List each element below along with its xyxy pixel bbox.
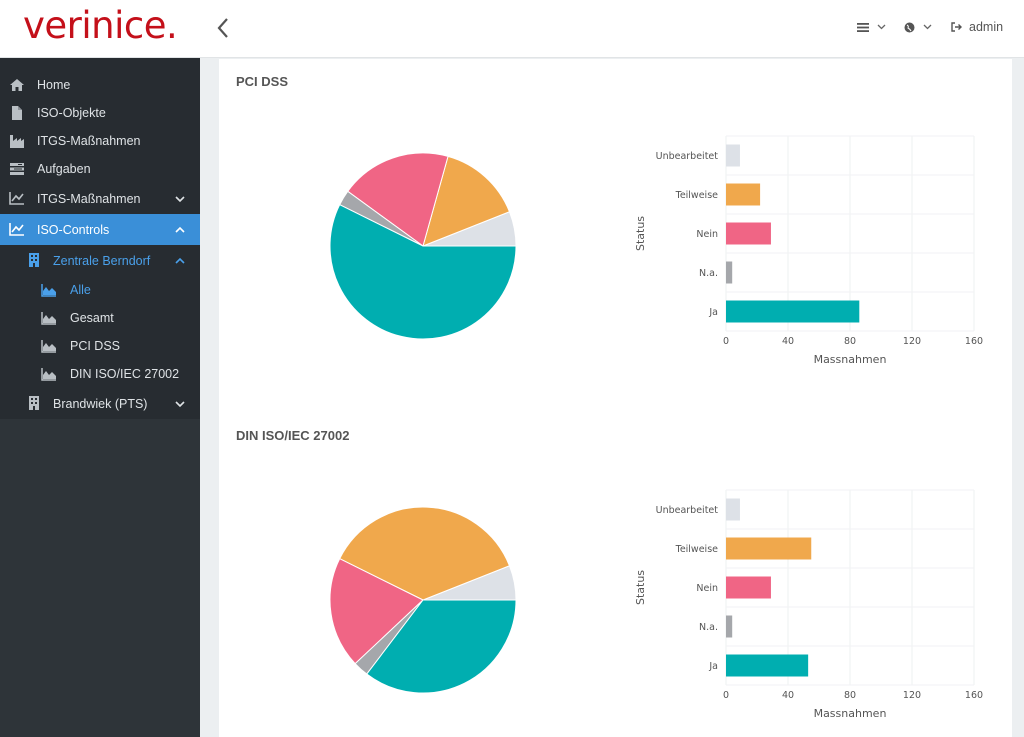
chevron-up-icon <box>175 226 185 233</box>
area-chart-icon <box>41 340 56 353</box>
sidebar-item-iso-objekte[interactable]: ISO-Objekte <box>0 99 200 127</box>
user-name: admin <box>969 20 1004 34</box>
bar1-bar-unbearbeitet[interactable] <box>726 144 740 167</box>
bar2-category-label: Unbearbeitet <box>656 505 719 516</box>
bar2-xtick-label: 0 <box>723 690 729 701</box>
file-icon <box>12 106 22 120</box>
bars-icon <box>857 22 869 32</box>
chevron-down-icon <box>175 401 185 408</box>
building-icon <box>29 253 39 267</box>
pie1-slice-ja[interactable] <box>329 203 517 340</box>
sidebar-item-iso-controls[interactable]: ISO-Controls <box>0 214 200 245</box>
sidebar-item-label: DIN ISO/IEC 27002 <box>70 367 180 381</box>
sidebar-item-label: Home <box>37 78 71 92</box>
pie1-slice-nein[interactable] <box>347 152 449 247</box>
sidebar-item-alle[interactable]: Alle <box>0 276 200 304</box>
globe-icon <box>904 22 915 32</box>
top-bar: admin <box>200 0 1024 58</box>
bar2-category-label: Teilweise <box>675 544 719 555</box>
bar1-xtick-label: 80 <box>844 336 856 347</box>
sidebar-item-din-iso-iec-27002[interactable]: DIN ISO/IEC 27002 <box>0 360 200 388</box>
bar2-bar-nein[interactable] <box>726 576 771 599</box>
pie2-slice-nein[interactable] <box>329 557 424 665</box>
bar1-y-axis-title: Status <box>634 216 647 251</box>
bar2-xtick-label: 120 <box>903 690 921 701</box>
sidebar-item-home[interactable]: Home <box>0 71 200 99</box>
building-icon <box>29 396 39 410</box>
bar2-category-label: Ja <box>708 661 718 672</box>
pie2-slice-ja[interactable] <box>366 599 517 694</box>
home-icon <box>10 79 24 91</box>
sidebar-nav: Home ISO-Objekte ITGS-Maßnahmen Aufgaben… <box>0 58 200 419</box>
section-title-pci-dss: PCI DSS <box>236 74 289 89</box>
chevron-left-icon[interactable] <box>214 16 232 40</box>
bar2-category-label: N.a. <box>699 622 718 633</box>
bar1-x-axis-title: Massnahmen <box>814 353 887 366</box>
line-chart-icon <box>9 192 24 205</box>
sidebar-item-itgs-massnahmen[interactable]: ITGS-Maßnahmen <box>0 127 200 155</box>
bar2-y-axis-title: Status <box>634 570 647 605</box>
bar1-category-label: N.a. <box>699 268 718 279</box>
sidebar-item-brandwiek[interactable]: Brandwiek (PTS) <box>0 388 200 419</box>
section-title-din-iso: DIN ISO/IEC 27002 <box>236 428 350 443</box>
bar2-xtick-label: 160 <box>965 690 983 701</box>
bar1-bar-teilweise[interactable] <box>726 183 761 206</box>
sidebar: Home ISO-Objekte ITGS-Maßnahmen Aufgaben… <box>0 58 200 737</box>
bar1-xtick-label: 0 <box>723 336 729 347</box>
line-chart-icon <box>9 223 24 236</box>
bar2-bar-teilweise[interactable] <box>726 537 812 560</box>
area-chart-icon <box>41 312 56 325</box>
bar2-xtick-label: 40 <box>782 690 794 701</box>
bar2-x-axis-title: Massnahmen <box>814 707 887 720</box>
chevron-up-icon <box>175 257 185 264</box>
chevron-down-icon <box>877 24 886 30</box>
sidebar-item-gesamt[interactable]: Gesamt <box>0 304 200 332</box>
chevron-down-icon <box>175 196 185 203</box>
sidebar-item-aufgaben[interactable]: Aufgaben <box>0 155 200 183</box>
pie2-slice-teilweise[interactable] <box>339 506 511 601</box>
pie1-slice-teilweise[interactable] <box>422 155 511 247</box>
logo-area[interactable]: verinice. <box>0 0 200 58</box>
area-chart-icon <box>41 284 56 297</box>
bar2-bar-n-a[interactable] <box>726 615 733 638</box>
chevron-down-icon <box>923 24 932 30</box>
sidebar-item-itgs-massnahmen-charts[interactable]: ITGS-Maßnahmen <box>0 183 200 214</box>
sidebar-item-pci-dss[interactable]: PCI DSS <box>0 332 200 360</box>
language-dropdown[interactable] <box>904 19 932 35</box>
tasks-icon <box>10 163 24 175</box>
bar1-xtick-label: 160 <box>965 336 983 347</box>
sidebar-item-label: ITGS-Maßnahmen <box>37 191 141 206</box>
charts-canvas: 0 40 80 120 160 Unbearbeitet Teilweise Nein N.a.… <box>329 135 983 720</box>
bar1-bar-ja[interactable] <box>726 300 860 323</box>
sidebar-item-label: Alle <box>70 283 91 297</box>
sidebar-item-label: Aufgaben <box>37 162 91 176</box>
industry-icon <box>10 135 24 148</box>
bar2-bar-ja[interactable] <box>726 654 809 677</box>
bar1-category-label: Teilweise <box>675 190 719 201</box>
sidebar-item-label: ITGS-Maßnahmen <box>37 134 141 148</box>
sign-out-icon <box>951 22 962 32</box>
menu-dropdown[interactable] <box>857 19 886 35</box>
bar1-xtick-label: 40 <box>782 336 794 347</box>
sidebar-item-label: Brandwiek (PTS) <box>53 396 148 411</box>
bar1-bar-nein[interactable] <box>726 222 771 245</box>
bar1-category-label: Ja <box>708 307 718 318</box>
sidebar-item-label: ISO-Objekte <box>37 106 106 120</box>
dashboard-panel: PCI DSS DIN ISO/IEC 27002 0 40 80 120 160 Unb… <box>219 59 1012 737</box>
bar1-xtick-label: 120 <box>903 336 921 347</box>
bar1-category-label: Nein <box>696 229 718 240</box>
user-logout-button[interactable]: admin <box>951 19 1003 35</box>
bar2-xtick-label: 80 <box>844 690 856 701</box>
app-logo[interactable]: verinice. <box>23 4 178 47</box>
area-chart-icon <box>41 368 56 381</box>
sidebar-item-label: Gesamt <box>70 311 114 325</box>
bar2-bar-unbearbeitet[interactable] <box>726 498 740 521</box>
bar1-category-label: Unbearbeitet <box>656 151 719 162</box>
sidebar-item-zentrale-berndorf[interactable]: Zentrale Berndorf <box>0 245 200 276</box>
sidebar-item-label: PCI DSS <box>70 339 121 353</box>
sidebar-item-label: ISO-Controls <box>37 222 110 237</box>
sidebar-item-label: Zentrale Berndorf <box>53 253 151 268</box>
bar1-bar-n-a[interactable] <box>726 261 733 284</box>
bar2-category-label: Nein <box>696 583 718 594</box>
